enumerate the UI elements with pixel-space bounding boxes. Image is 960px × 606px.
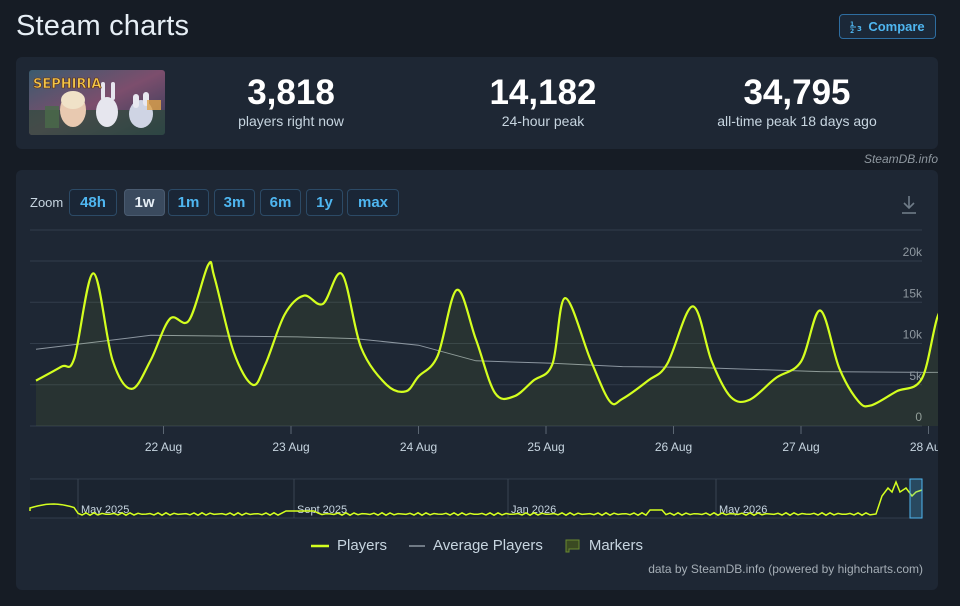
x-tick-label: 25 Aug bbox=[527, 440, 564, 454]
average-players-line bbox=[35, 334, 938, 373]
stat-current: 3,818 players right now bbox=[214, 73, 368, 130]
navigator-series bbox=[29, 479, 923, 517]
navigator-label: Sept 2025 bbox=[297, 504, 347, 516]
legend-markers[interactable]: Markers bbox=[565, 537, 643, 554]
download-icon[interactable] bbox=[900, 195, 918, 215]
stat-alltime-peak[interactable]: 34,795 all-time peak 18 days ago bbox=[696, 73, 898, 130]
stats-card: SEPHIRIA 3,818 players right now 14,182 … bbox=[16, 57, 938, 149]
peak-24h-label: 24-hour peak bbox=[501, 113, 585, 129]
fraction-icon: 1 2 3 bbox=[850, 21, 862, 33]
game-thumbnail[interactable]: SEPHIRIA bbox=[29, 70, 165, 135]
average-line-swatch bbox=[409, 544, 426, 547]
legend-players[interactable]: Players bbox=[311, 537, 387, 554]
legend-average-label: Average Players bbox=[433, 537, 543, 554]
x-tick-label: 27 Aug bbox=[782, 440, 819, 454]
legend-players-label: Players bbox=[337, 537, 388, 554]
stat-24h-peak: 14,182 24-hour peak bbox=[466, 73, 620, 130]
y-tick-label: 10k bbox=[903, 328, 923, 342]
zoom-max-button[interactable]: max bbox=[347, 189, 399, 216]
legend-markers-label: Markers bbox=[588, 537, 643, 554]
navigator-label: Jan 2026 bbox=[511, 504, 556, 516]
chart-legend: Players Average Players Markers bbox=[16, 537, 938, 554]
flag-icon bbox=[565, 539, 580, 552]
zoom-1y-button[interactable]: 1y bbox=[306, 189, 343, 216]
players-line-swatch bbox=[311, 544, 329, 547]
players-area bbox=[36, 262, 938, 426]
y-tick-label: 0 bbox=[915, 410, 922, 424]
alltime-peak-label: all-time peak 18 days ago bbox=[717, 113, 877, 129]
zoom-label: Zoom bbox=[30, 195, 64, 210]
chart-credits[interactable]: data by SteamDB.info (powered by highcha… bbox=[648, 562, 923, 576]
alltime-peak-value: 34,795 bbox=[743, 73, 851, 112]
page-title: Steam charts bbox=[16, 10, 190, 42]
y-tick-label: 20k bbox=[903, 245, 923, 259]
peak-24h-value: 14,182 bbox=[489, 73, 597, 112]
y-tick-label: 15k bbox=[903, 286, 923, 300]
svg-text:1: 1 bbox=[850, 21, 854, 28]
navigator-label: May 2026 bbox=[719, 504, 767, 516]
chart-card: Zoom 48h 1w 1m 3m 6m 1y max 0 5k 10k 15k 20k… bbox=[16, 170, 938, 590]
game-logo: SEPHIRIA bbox=[33, 77, 101, 92]
current-players-value: 3,818 bbox=[247, 73, 335, 112]
zoom-6m-button[interactable]: 6m bbox=[260, 189, 301, 216]
x-tick-label: 24 Aug bbox=[400, 440, 437, 454]
legend-average[interactable]: Average Players bbox=[409, 537, 543, 554]
compare-label: Compare bbox=[868, 19, 925, 34]
compare-button[interactable]: 1 2 3 Compare bbox=[839, 14, 936, 39]
current-players-label: players right now bbox=[238, 113, 344, 129]
source-link[interactable]: SteamDB.info bbox=[863, 152, 938, 166]
navigator-background bbox=[30, 479, 922, 518]
x-tick-label: 26 Aug bbox=[655, 440, 692, 454]
zoom-3m-button[interactable]: 3m bbox=[214, 189, 255, 216]
x-tick-label: 28 Aug bbox=[910, 440, 938, 454]
svg-text:2: 2 bbox=[850, 28, 854, 33]
svg-text:3: 3 bbox=[857, 25, 862, 33]
navigator-selection bbox=[909, 478, 923, 519]
x-tick-label: 22 Aug bbox=[145, 440, 182, 454]
zoom-1m-button[interactable]: 1m bbox=[168, 189, 209, 216]
zoom-1w-button[interactable]: 1w bbox=[124, 189, 165, 216]
x-tick-label: 23 Aug bbox=[272, 440, 309, 454]
players-line bbox=[35, 260, 938, 408]
game-art-image: SEPHIRIA bbox=[29, 70, 165, 135]
zoom-48h-button[interactable]: 48h bbox=[69, 189, 117, 216]
